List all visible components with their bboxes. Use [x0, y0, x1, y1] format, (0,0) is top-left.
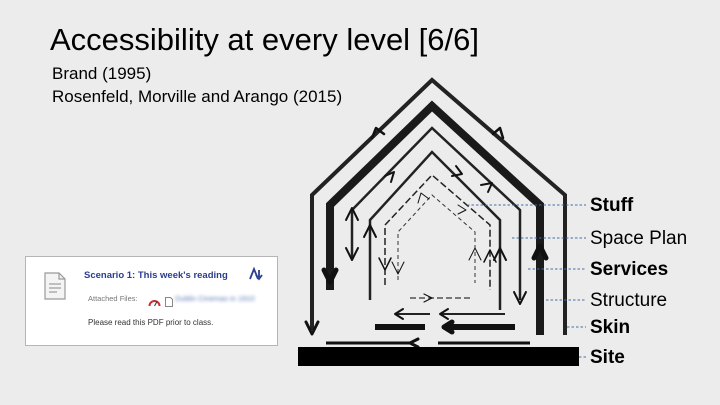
layer-outline-services	[368, 150, 502, 310]
attached-files-label: Attached Files:	[88, 294, 138, 303]
citation-brand: Brand (1995)	[52, 64, 152, 83]
assignment-card: Scenario 1: This week's reading Attached…	[25, 256, 278, 346]
slide-title: Accessibility at every level [6/6]	[50, 22, 480, 57]
document-icon	[44, 272, 66, 305]
layer-outline-structure	[350, 126, 522, 300]
site-slab	[298, 347, 579, 366]
layer-label-services: Services	[590, 259, 669, 280]
citation-rosenfeld: Rosenfeld, Morville and Arango (2015)	[52, 87, 343, 106]
layer-label-stuff: Stuff	[590, 195, 634, 216]
gauge-icon	[148, 294, 161, 312]
assignment-instructions: Please read this PDF prior to class.	[88, 318, 214, 327]
layer-label-space-plan: Space Plan	[590, 228, 688, 249]
layer-outline-outer	[310, 77, 567, 335]
layer-label-site: Site	[590, 347, 625, 368]
layer-label-structure: Structure	[590, 290, 668, 311]
attached-file-link[interactable]: Dublin Cinemas in 1910	[175, 294, 255, 303]
layer-outline-thick	[326, 100, 544, 335]
file-icon	[165, 294, 173, 312]
assignment-title-link[interactable]: Scenario 1: This week's reading	[84, 270, 228, 281]
layer-outline-space-plan	[384, 173, 491, 290]
sort-menu-icon[interactable]	[248, 266, 266, 286]
layer-label-skin: Skin	[590, 317, 631, 338]
